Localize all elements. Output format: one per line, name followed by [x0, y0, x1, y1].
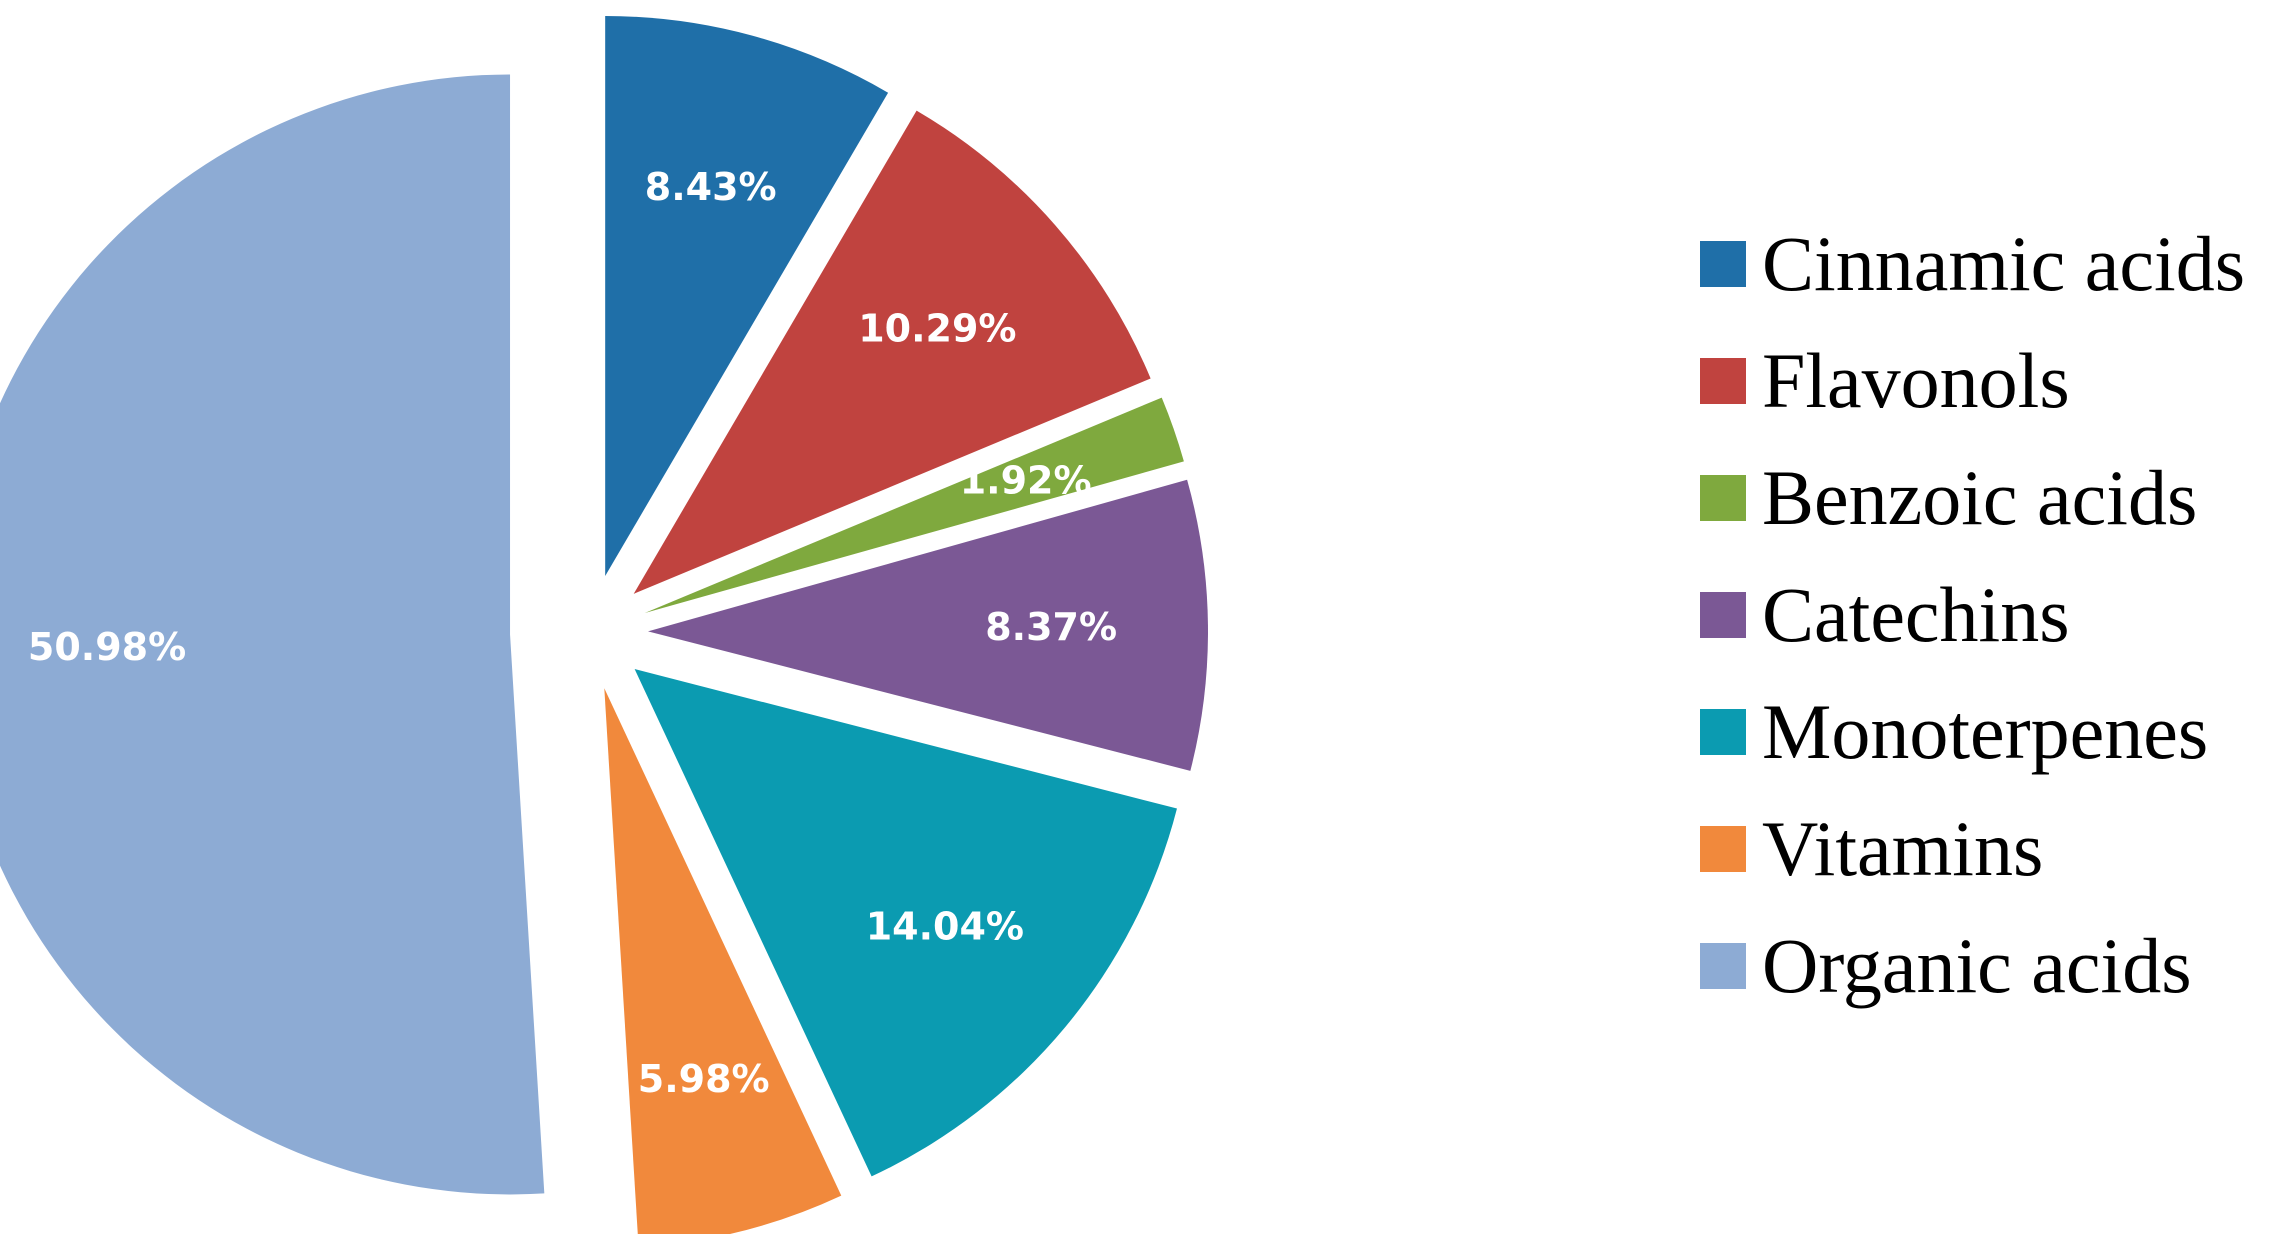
data-label-monoterpenes: 14.04% — [866, 905, 1024, 949]
legend-item-vitamins: Vitamins — [1700, 790, 2280, 907]
chart-legend: Cinnamic acids Flavonols Benzoic acids Cate… — [1700, 205, 2280, 1024]
legend-label: Catechins — [1762, 570, 2070, 658]
data-label-flavonols: 10.29% — [858, 307, 1016, 351]
legend-item-catechins: Catechins — [1700, 556, 2280, 673]
legend-label: Vitamins — [1762, 804, 2044, 892]
legend-label: Monoterpenes — [1762, 687, 2209, 775]
data-label-catechins: 8.37% — [985, 605, 1117, 649]
legend-label: Cinnamic acids — [1762, 219, 2246, 307]
legend-swatch — [1700, 825, 1746, 872]
legend-label: Benzoic acids — [1762, 453, 2198, 541]
pie-slice-benzoic-acids — [644, 397, 1184, 613]
legend-item-monoterpenes: Monoterpenes — [1700, 673, 2280, 790]
legend-item-benzoic-acids: Benzoic acids — [1700, 439, 2280, 556]
pie-slice-vitamins — [604, 688, 842, 1234]
legend-swatch — [1700, 708, 1746, 755]
legend-swatch — [1700, 942, 1746, 989]
legend-swatch — [1700, 474, 1746, 521]
data-label-vitamins: 5.98% — [638, 1057, 770, 1101]
pie-slice-catechins — [647, 479, 1208, 771]
legend-item-cinnamic-acids: Cinnamic acids — [1700, 205, 2280, 322]
legend-swatch — [1700, 591, 1746, 638]
legend-item-flavonols: Flavonols — [1700, 322, 2280, 439]
legend-label: Flavonols — [1762, 336, 2070, 424]
data-label-benzoic-acids: 1.92% — [960, 459, 1092, 503]
legend-item-organic-acids: Organic acids — [1700, 907, 2280, 1024]
data-label-organic-acids: 50.98% — [28, 625, 186, 669]
data-label-cinnamic-acids: 8.43% — [645, 165, 777, 209]
pie-slice-organic-acids — [0, 74, 545, 1195]
pie-slice-flavonols — [633, 110, 1151, 594]
legend-swatch — [1700, 357, 1746, 404]
legend-swatch — [1700, 240, 1746, 287]
pie-slice-monoterpenes — [634, 669, 1177, 1177]
legend-label: Organic acids — [1762, 921, 2192, 1009]
pie-slice-cinnamic-acids — [605, 16, 889, 577]
